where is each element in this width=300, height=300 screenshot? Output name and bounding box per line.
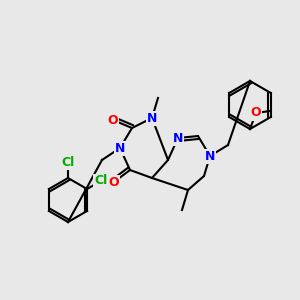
Text: O: O: [109, 176, 119, 188]
Text: O: O: [251, 106, 261, 119]
Text: Cl: Cl: [94, 175, 107, 188]
Text: N: N: [115, 142, 125, 154]
Text: N: N: [205, 149, 215, 163]
Text: Cl: Cl: [61, 155, 75, 169]
Text: N: N: [173, 131, 183, 145]
Text: N: N: [147, 112, 157, 124]
Text: O: O: [108, 113, 118, 127]
